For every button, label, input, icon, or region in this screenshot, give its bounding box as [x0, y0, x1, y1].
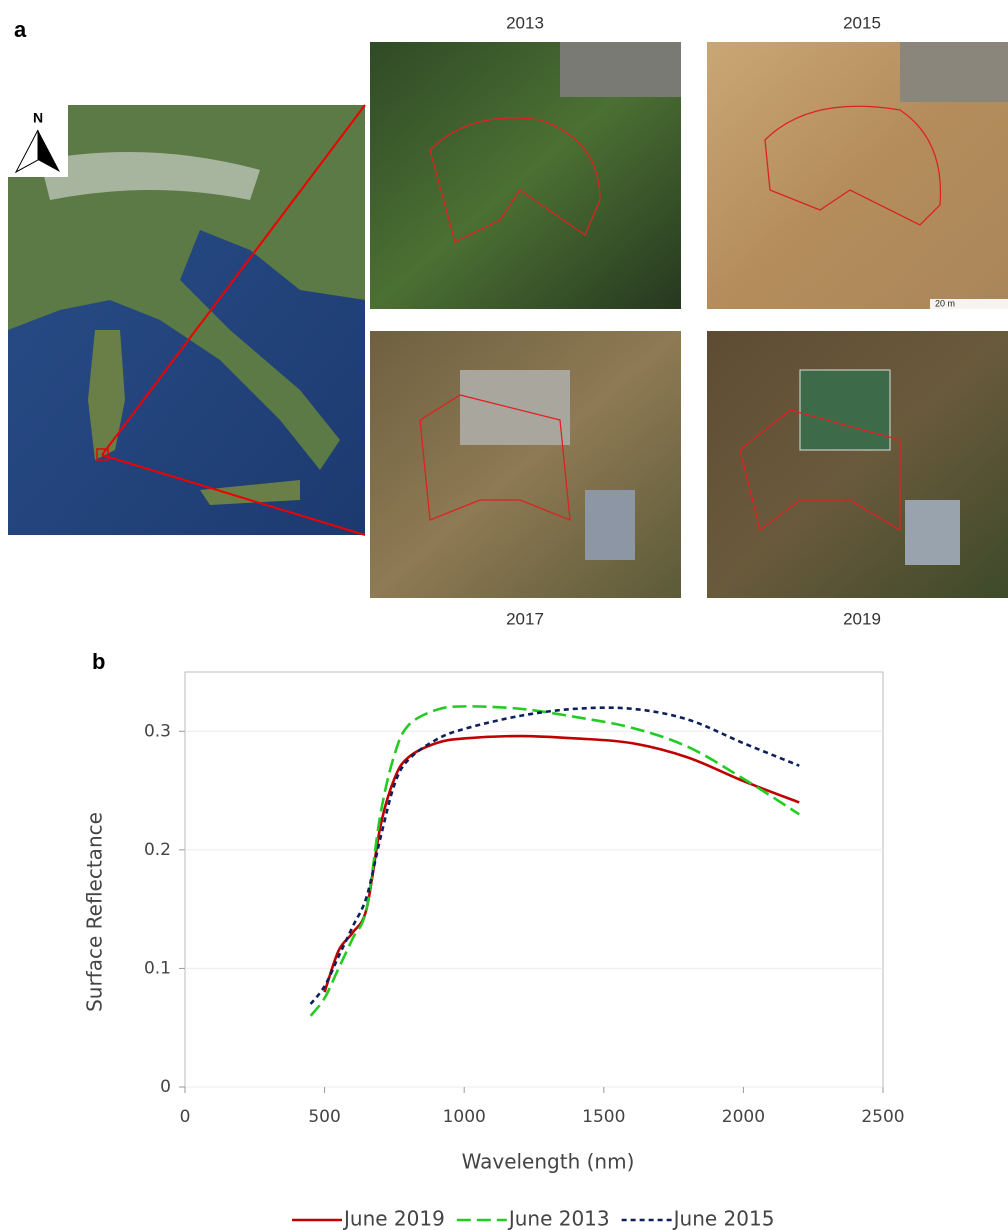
- y-tick-label: 0.2: [144, 840, 171, 860]
- y-tick-label: 0: [160, 1077, 171, 1097]
- x-tick-label: 500: [308, 1107, 340, 1127]
- x-tick-label: 0: [180, 1107, 191, 1127]
- building: [905, 500, 960, 565]
- legend-label: June 2013: [507, 1207, 610, 1230]
- building: [560, 42, 681, 97]
- legend-label: June 2015: [672, 1207, 775, 1230]
- x-axis-title: Wavelength (nm): [462, 1150, 635, 1174]
- photo-year: 2017: [506, 609, 544, 628]
- series-line: [325, 736, 800, 992]
- series-line: [311, 706, 800, 1016]
- north-label: N: [33, 110, 43, 126]
- scale-bar-label: 20 m: [935, 298, 955, 308]
- y-tick-label: 0.3: [144, 721, 171, 741]
- chart: Wavelength (nm) Surface Reflectance 0 0.1…: [83, 672, 905, 1230]
- building: [460, 370, 570, 445]
- building: [900, 42, 1008, 102]
- figure: a N 20 m 2013 2015 2017 2019 b Wavelengt…: [0, 0, 1008, 1230]
- legend: June 2019 June 2013 June 2015: [292, 1207, 774, 1230]
- x-tick-label: 2500: [861, 1107, 904, 1127]
- legend-label: June 2019: [342, 1207, 445, 1230]
- x-tick-label: 1000: [443, 1107, 486, 1127]
- building: [585, 490, 635, 560]
- panel-label: b: [92, 649, 105, 674]
- x-tick-label: 2000: [722, 1107, 765, 1127]
- x-tick-label: 1500: [582, 1107, 625, 1127]
- photo-year: 2015: [843, 13, 881, 32]
- photo-year: 2019: [843, 609, 881, 628]
- photo-year: 2013: [506, 13, 544, 32]
- series-line: [311, 708, 800, 1004]
- field: [800, 370, 890, 450]
- plot-frame: [185, 672, 883, 1087]
- y-tick-label: 0.1: [144, 958, 171, 978]
- y-axis-title: Surface Reflectance: [83, 812, 107, 1012]
- panel-label: a: [14, 17, 27, 42]
